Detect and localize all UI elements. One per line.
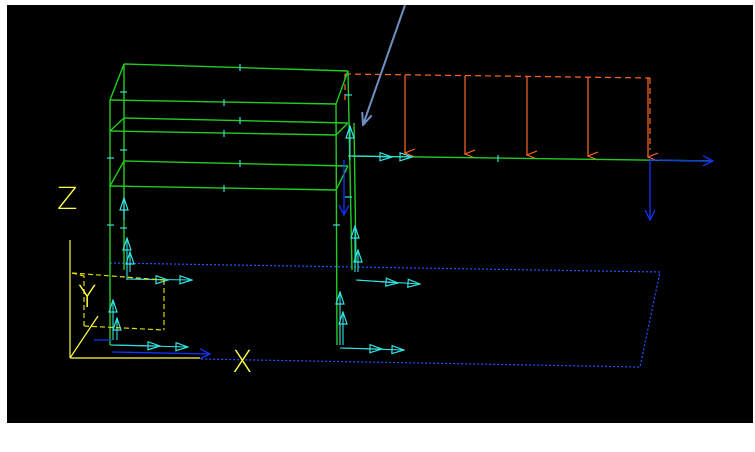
coordinate-axes	[69, 240, 200, 359]
fixed-support-arrow-icon	[339, 348, 382, 349]
load-arrow-icon	[649, 160, 713, 161]
fixed-support-arrow-icon	[109, 345, 160, 346]
point-loads[interactable]	[94, 160, 713, 354]
z-axis-label: Z	[57, 182, 78, 217]
distributed-load-arrows[interactable]	[405, 75, 648, 157]
y-axis-label: Y	[78, 280, 96, 315]
member-ticks	[107, 64, 499, 229]
annotation-arrow-icon	[363, 4, 406, 125]
support-arrows[interactable]	[110, 126, 420, 350]
fixed-support-arrow-icon	[351, 156, 392, 157]
load-arrow-icon	[111, 352, 210, 354]
x-axis-label: X	[232, 345, 253, 380]
fixed-support-arrow-icon	[355, 280, 398, 283]
